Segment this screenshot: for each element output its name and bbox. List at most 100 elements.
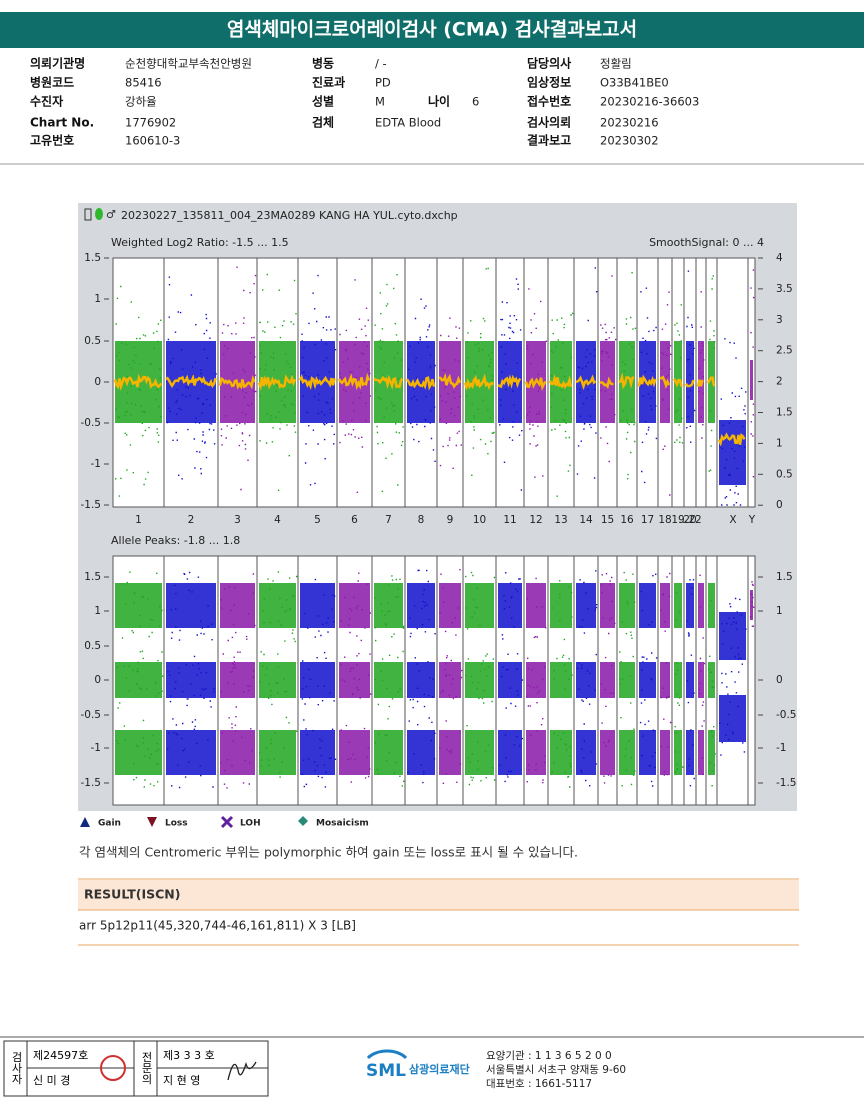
icon: ♂	[106, 208, 116, 221]
field-value: 6	[472, 95, 479, 109]
probe-dots	[220, 266, 257, 491]
band	[686, 583, 694, 628]
band	[674, 730, 682, 775]
field-label: 성별	[312, 94, 334, 109]
tester-no: 제24597호	[33, 1049, 88, 1062]
field-value: 순천향대학교부속천안병원	[125, 57, 252, 71]
tick-label: 2.5	[776, 345, 793, 357]
tick-label: -0.5	[776, 709, 797, 721]
probe-dots	[600, 275, 617, 463]
field-value: 강하율	[125, 95, 157, 109]
chrom-label: 15	[601, 514, 614, 526]
top-label: Weighted Log2 Ratio: -1.5 ... 1.5	[111, 236, 289, 249]
smooth-signal	[463, 373, 495, 391]
band	[686, 662, 694, 698]
tick-label: 0.5	[84, 335, 101, 347]
band	[708, 662, 715, 698]
legend-symbol	[147, 817, 157, 827]
field-value: 20230216-36603	[600, 95, 699, 109]
smooth-signal	[218, 375, 256, 390]
smooth-signal	[165, 373, 217, 389]
probe-dots	[620, 272, 637, 480]
note: 각 염색체의 Centromeric 부위는 polymorphic 하여 ga…	[79, 845, 578, 860]
org: 삼광의료재단	[409, 1062, 470, 1076]
tick-label: -1	[91, 742, 101, 754]
doctor-name: 지 현 영	[163, 1074, 200, 1087]
band	[115, 662, 162, 698]
tester-role: 검사자	[10, 1051, 23, 1084]
band	[708, 341, 715, 423]
probe-dots	[640, 287, 658, 484]
probe-dots	[167, 571, 215, 789]
icon	[95, 208, 103, 220]
smooth-signal	[497, 374, 522, 389]
contact-line: 서울특별시 서초구 양재동 9-60	[486, 1064, 626, 1076]
band	[259, 730, 296, 775]
contact-line: 요양기관 : 1 1 3 6 5 2 0 0	[486, 1050, 612, 1062]
legend-label: Loss	[165, 819, 188, 829]
tick-label: 0.5	[84, 640, 101, 652]
probe-dots	[166, 276, 217, 480]
probe-dots	[708, 599, 716, 787]
band	[300, 583, 335, 628]
tick-label: 0	[94, 376, 101, 388]
chrom-label: 1	[135, 514, 142, 526]
tick-label: 0	[776, 674, 783, 686]
chrom-label: 19	[671, 514, 684, 526]
result-text: arr 5p12p11(45,320,744-46,161,811) X 3 […	[79, 919, 356, 933]
probe-dots	[639, 573, 658, 787]
legend-label: Gain	[98, 819, 121, 829]
chrom-label: X	[729, 514, 736, 526]
probe-dots	[600, 573, 616, 784]
field-label: 결과보고	[527, 133, 571, 148]
doctor-no: 제3 3 3 호	[163, 1049, 215, 1062]
band	[639, 662, 656, 698]
title: 염색체마이크로어레이검사 (CMA) 검사결과보고서	[227, 19, 637, 41]
smooth-signal	[672, 378, 683, 388]
tick-label: 2	[776, 376, 783, 388]
probe-dots	[116, 571, 164, 788]
band	[719, 612, 746, 660]
smooth-signal	[373, 374, 404, 390]
probe-dots	[526, 577, 547, 784]
band	[498, 662, 522, 698]
band	[339, 583, 370, 628]
tester-name: 신 미 경	[33, 1074, 70, 1087]
field-label: 담당의사	[527, 56, 571, 71]
band	[339, 662, 370, 698]
chrom-label: 4	[274, 514, 281, 526]
probe-dots	[576, 267, 598, 479]
band	[660, 662, 670, 698]
logo: SML	[366, 1061, 406, 1081]
chrom-label: 18	[658, 514, 671, 526]
seal	[100, 1055, 126, 1081]
band	[498, 730, 522, 775]
field-label: 병원코드	[30, 75, 74, 90]
result-heading: RESULT(ISCN)	[84, 887, 180, 902]
band	[300, 662, 335, 698]
band	[407, 583, 435, 628]
smooth-signal	[298, 374, 336, 391]
tick-label: -1.5	[81, 777, 102, 789]
band	[576, 662, 596, 698]
tick-label: 1	[94, 293, 101, 305]
probe-dots	[374, 575, 405, 787]
band	[439, 662, 461, 698]
probe-dots	[220, 573, 256, 789]
band	[619, 730, 635, 775]
band	[550, 730, 572, 775]
smooth-signal	[113, 373, 163, 392]
doctor-role: 전문의	[140, 1051, 153, 1085]
smooth-signal	[684, 379, 695, 388]
field-value: 85416	[125, 76, 162, 90]
chrom-label: 3	[234, 514, 241, 526]
band	[526, 662, 546, 698]
band	[639, 730, 656, 775]
probe-dots	[674, 592, 684, 773]
tick-label: -0.5	[81, 709, 102, 721]
band	[576, 583, 596, 628]
band	[600, 662, 615, 698]
band	[719, 420, 746, 485]
band	[300, 730, 335, 775]
smooth-signal	[524, 377, 547, 391]
